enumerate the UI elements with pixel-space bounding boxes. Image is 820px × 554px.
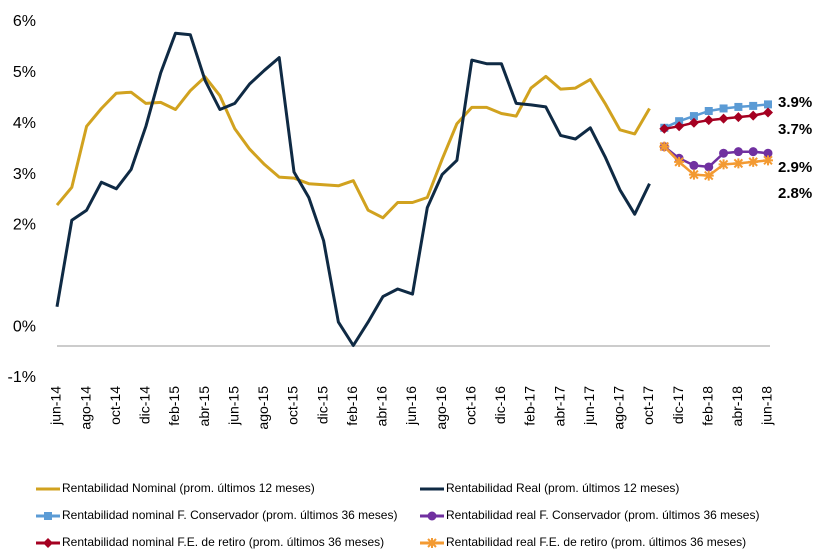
marker [718, 159, 729, 170]
marker [703, 170, 714, 181]
x-tick-label: abr-17 [551, 386, 567, 427]
marker [734, 102, 743, 111]
marker [763, 155, 773, 166]
legend-item: Rentabilidad nominal F.E. de retiro (pro… [36, 535, 384, 549]
x-tick-label: jun-14 [48, 386, 64, 426]
marker [704, 162, 714, 172]
marker [427, 511, 437, 521]
legend-label: Rentabilidad nominal F. Conservador (pro… [62, 508, 397, 522]
marker [749, 101, 758, 110]
x-tick-label: abr-15 [196, 386, 212, 427]
legend-label: Rentabilidad real F. Conservador (prom. … [446, 508, 759, 522]
legend-item: Rentabilidad real F.E. de retiro (prom. … [420, 535, 746, 549]
x-tick-label: abr-16 [374, 386, 390, 427]
legend-item: Rentabilidad Nominal (prom. últimos 12 m… [36, 481, 315, 495]
x-tick-label: feb-17 [522, 386, 538, 426]
marker [43, 538, 53, 548]
marker [675, 117, 684, 126]
x-tick-label: oct-16 [462, 386, 478, 425]
legend-label: Rentabilidad real F.E. de retiro (prom. … [446, 535, 746, 549]
y-tick-label: 6% [13, 13, 36, 30]
marker [704, 107, 713, 115]
marker [719, 104, 728, 113]
marker [763, 148, 773, 158]
marker [733, 158, 744, 169]
series-line [55, 31, 651, 347]
marker [718, 113, 729, 124]
legend-label: Rentabilidad Nominal (prom. últimos 12 m… [62, 481, 315, 495]
legend-item: Rentabilidad Real (prom. últimos 12 mese… [420, 481, 679, 495]
x-tick-label: dic-14 [137, 386, 153, 424]
x-tick-label: dic-16 [492, 386, 508, 424]
marker [764, 100, 772, 109]
marker [688, 117, 699, 128]
x-tick-label: dic-17 [670, 386, 686, 424]
marker [689, 160, 699, 170]
y-tick-label: 4% [13, 115, 36, 132]
legend-label: Rentabilidad nominal F.E. de retiro (pro… [62, 535, 384, 549]
marker [44, 512, 52, 520]
x-tick-label: feb-18 [699, 386, 715, 426]
marker [689, 112, 698, 121]
x-tick-label: feb-16 [344, 386, 360, 426]
x-tick-label: ago-14 [77, 386, 93, 430]
annotation: 3.7% [778, 121, 812, 138]
x-tick-label: feb-15 [166, 386, 182, 426]
legend-label: Rentabilidad Real (prom. últimos 12 mese… [446, 481, 679, 495]
marker [748, 156, 759, 167]
marker [674, 121, 685, 132]
x-tick-label: abr-18 [729, 386, 745, 427]
y-tick-label: 5% [13, 64, 36, 81]
marker [733, 112, 744, 123]
annotation: 2.9% [778, 159, 812, 176]
marker [748, 110, 759, 121]
marker [427, 538, 437, 548]
x-tick-label: jun-18 [759, 386, 775, 426]
marker [659, 141, 670, 152]
x-tick-label: jun-16 [403, 386, 419, 426]
marker [763, 107, 773, 118]
annotation: 3.9% [778, 94, 812, 111]
x-tick-label: oct-17 [640, 386, 656, 425]
x-tick-label: jun-15 [225, 386, 241, 426]
x-tick-label: dic-15 [314, 386, 330, 424]
series-line [55, 74, 651, 220]
marker [688, 169, 699, 180]
marker [719, 148, 729, 158]
marker [674, 156, 685, 167]
x-tick-label: ago-16 [433, 386, 449, 430]
marker [748, 147, 758, 157]
x-tick-label: oct-14 [107, 386, 123, 425]
x-tick-label: ago-15 [255, 386, 271, 430]
legend-item: Rentabilidad real F. Conservador (prom. … [420, 508, 759, 522]
marker [659, 123, 670, 134]
y-tick-label: 0% [13, 318, 36, 335]
y-tick-label: -1% [8, 369, 36, 386]
marker [733, 147, 743, 157]
x-tick-label: ago-17 [611, 386, 627, 430]
x-tick-label: jun-17 [581, 386, 597, 426]
x-tick-label: oct-15 [285, 386, 301, 425]
annotation: 2.8% [778, 185, 812, 202]
marker [703, 115, 714, 126]
legend-item: Rentabilidad nominal F. Conservador (pro… [36, 508, 397, 522]
y-tick-label: 3% [13, 166, 36, 183]
y-tick-label: 2% [13, 217, 36, 234]
